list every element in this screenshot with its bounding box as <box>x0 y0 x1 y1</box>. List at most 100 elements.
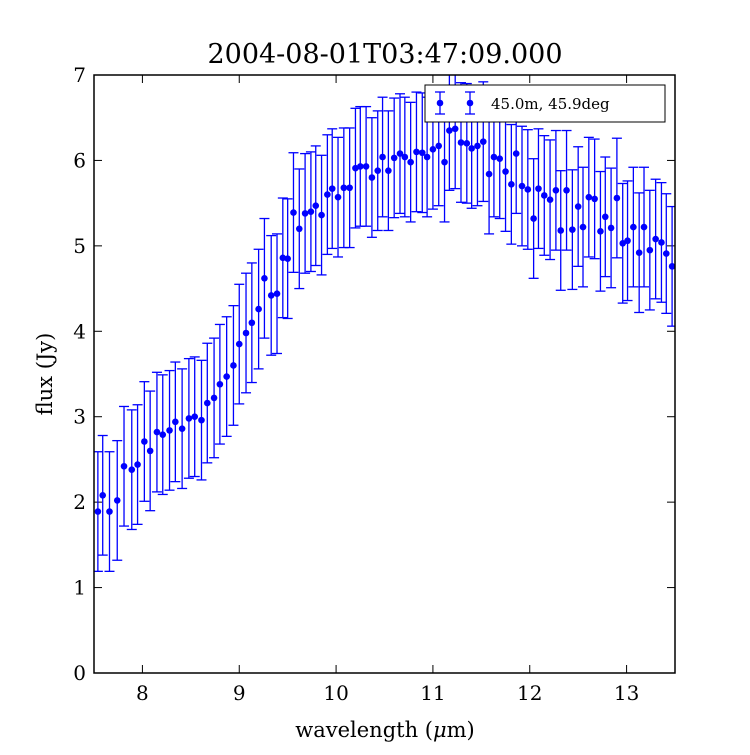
axes-frame <box>93 74 676 674</box>
chart-title: 2004-08-01T03:47:09.000 <box>207 39 562 70</box>
data-point <box>479 138 487 145</box>
x-tick-label: 12 <box>517 681 542 705</box>
data-point <box>166 427 173 434</box>
data-point <box>128 466 136 473</box>
legend-entry-label: 45.0m, 45.9deg <box>491 95 610 113</box>
data-point <box>356 163 364 170</box>
y-tick-label: 0 <box>73 661 86 685</box>
data-point <box>463 140 471 147</box>
x-axis-label-mu: μ <box>433 718 447 742</box>
data-point <box>185 415 193 422</box>
data-point <box>658 239 665 246</box>
data-point <box>267 292 275 299</box>
data-point <box>591 195 598 203</box>
data-point <box>261 275 268 282</box>
data-point <box>295 225 303 233</box>
data-point <box>120 462 128 470</box>
data-point <box>94 508 102 515</box>
data-point <box>334 193 342 201</box>
data-point <box>159 431 167 438</box>
data-series <box>94 75 675 572</box>
data-point <box>235 340 243 348</box>
x-axis-label-unit: m) <box>447 718 475 742</box>
data-point <box>113 497 121 504</box>
data-point <box>413 148 420 156</box>
data-point <box>474 142 481 150</box>
x-tick-label: 8 <box>136 681 149 705</box>
data-point <box>418 149 426 157</box>
data-point <box>435 142 443 150</box>
plot-area <box>94 75 675 572</box>
data-point <box>635 249 643 256</box>
data-point <box>619 239 627 247</box>
data-point <box>379 153 386 161</box>
x-axis-label: wavelength (μm) <box>295 718 475 742</box>
data-point <box>172 418 179 426</box>
data-point <box>512 150 520 157</box>
data-point <box>524 186 532 193</box>
data-point <box>490 153 498 161</box>
data-point <box>423 153 431 161</box>
data-point <box>301 210 309 217</box>
y-axis-label: flux (Jy) <box>33 333 57 416</box>
data-point <box>468 145 475 152</box>
x-tick-label: 9 <box>233 681 246 705</box>
data-point <box>153 428 161 436</box>
y-tick-label: 1 <box>73 576 86 600</box>
data-point <box>652 235 659 243</box>
data-point <box>569 226 576 233</box>
legend: 45.0m, 45.9deg <box>424 84 666 123</box>
y-axis-ticks: 0 1 2 3 4 5 6 7 <box>73 63 675 685</box>
x-tick-label: 10 <box>323 681 348 705</box>
y-tick-label: 6 <box>73 148 86 172</box>
data-point <box>451 125 459 133</box>
data-point <box>518 182 526 190</box>
data-point <box>223 373 230 380</box>
legend-box <box>424 84 666 123</box>
y-tick-label: 7 <box>73 63 86 87</box>
data-point <box>374 167 382 174</box>
data-point <box>607 224 615 232</box>
y-tick-label: 5 <box>73 234 86 258</box>
data-point <box>646 246 654 254</box>
y-tick-label: 2 <box>73 490 86 514</box>
data-point <box>585 193 593 201</box>
legend-point <box>436 99 444 107</box>
data-point <box>574 203 582 210</box>
data-point <box>284 255 291 262</box>
legend-marker-icon <box>435 91 475 115</box>
data-point <box>106 508 113 515</box>
y-tick-label: 4 <box>73 319 86 343</box>
data-point <box>563 187 570 194</box>
x-tick-label: 11 <box>420 681 445 705</box>
data-point <box>328 185 336 192</box>
data-point <box>324 191 331 198</box>
data-point <box>312 202 320 210</box>
data-point <box>624 237 631 245</box>
data-point <box>307 208 315 215</box>
data-point <box>540 192 548 199</box>
x-tick-label: 13 <box>614 681 639 705</box>
data-point <box>407 158 414 166</box>
data-point <box>668 263 675 270</box>
data-point <box>601 213 609 221</box>
data-point <box>273 290 281 297</box>
data-point <box>99 492 107 499</box>
data-point <box>502 168 509 175</box>
data-point <box>385 167 392 174</box>
data-point <box>429 146 437 153</box>
data-point <box>401 153 409 161</box>
data-point <box>198 416 205 424</box>
legend-point <box>466 99 474 107</box>
data-point <box>530 215 537 222</box>
data-point <box>210 394 218 402</box>
data-point <box>290 209 297 216</box>
data-point <box>216 380 224 388</box>
data-point <box>178 425 186 432</box>
data-point <box>640 223 648 231</box>
data-point <box>546 196 554 204</box>
data-point <box>441 158 448 166</box>
data-point <box>597 228 604 235</box>
